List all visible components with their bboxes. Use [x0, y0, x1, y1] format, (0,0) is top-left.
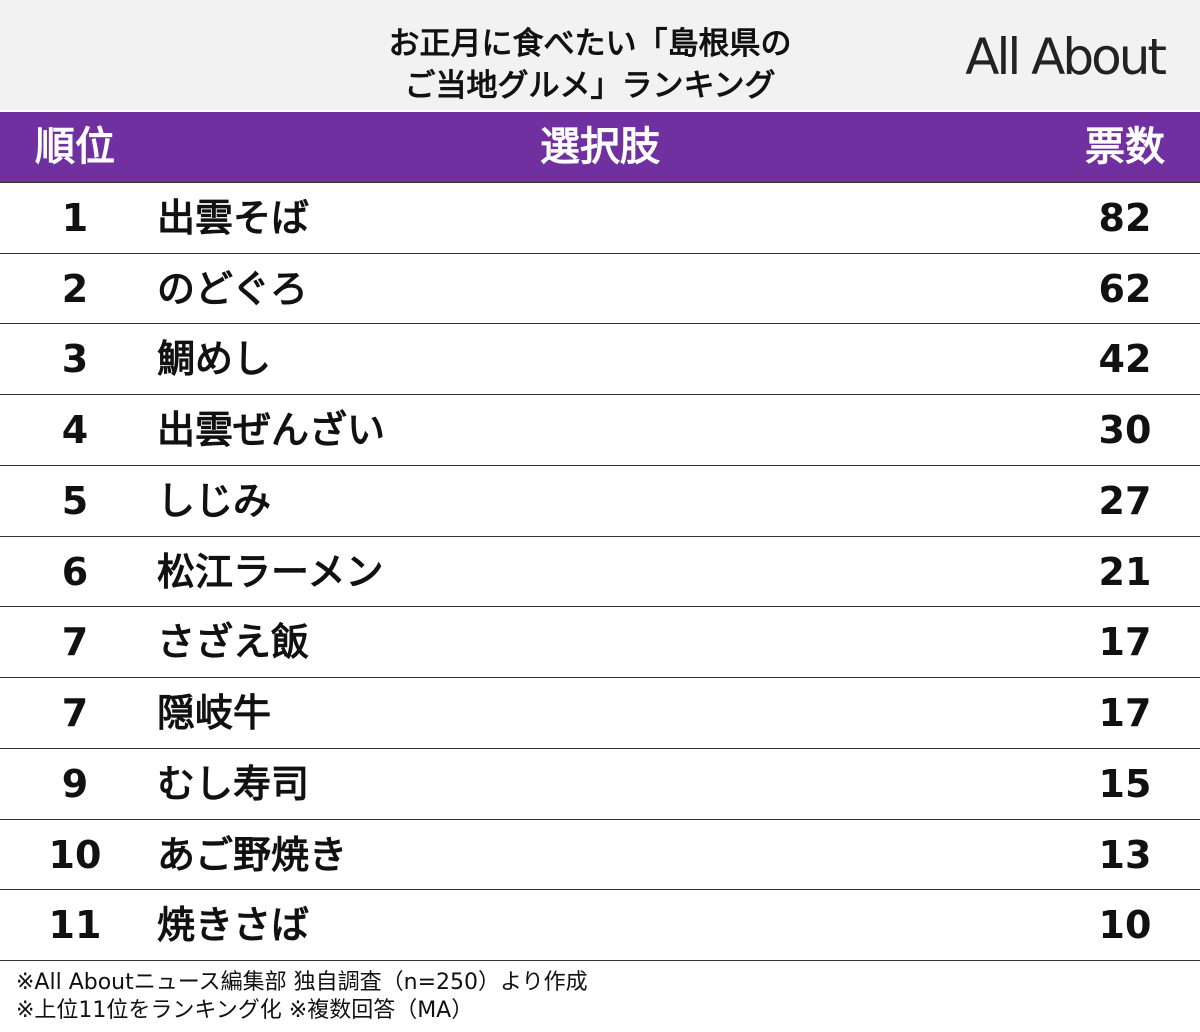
- header: お正月に食べたい「島根県の ご当地グルメ」ランキング All About: [0, 0, 1200, 110]
- table-row: 10 あご野焼き 13: [0, 818, 1200, 891]
- title-line: ご当地グルメ」ランキング: [404, 68, 776, 104]
- table-row: 2 のどぐろ 62: [0, 252, 1200, 325]
- item-name: さざえ飯: [157, 620, 310, 665]
- column-label: 選択肢: [540, 124, 660, 170]
- item-name: 焼きさば: [157, 903, 310, 948]
- table-row: 11 焼きさば 10: [0, 889, 1200, 961]
- rank: 4: [61, 408, 89, 453]
- table-row: 7 隠岐牛 17: [0, 677, 1200, 749]
- table-row: 6 松江ラーメン 21: [0, 535, 1200, 608]
- votes: 13: [1098, 832, 1152, 877]
- footnote: ※All Aboutニュース編集部 独自調査（n=250）より作成: [16, 970, 588, 995]
- table-row: 9 むし寿司 15: [0, 747, 1200, 820]
- rank: 3: [61, 337, 89, 382]
- table-rule: [0, 960, 1200, 961]
- votes: 15: [1098, 761, 1152, 806]
- votes: 42: [1098, 337, 1152, 382]
- column-header: 順位 選択肢 票数: [0, 112, 1200, 182]
- rank: 9: [61, 761, 89, 806]
- column-label: 票数: [1085, 124, 1165, 170]
- item-name: 隠岐牛: [157, 691, 272, 736]
- table-row: 5 しじみ 27: [0, 464, 1200, 537]
- item-name: 出雲そば: [157, 196, 310, 240]
- rank: 7: [61, 691, 89, 736]
- votes: 17: [1098, 620, 1152, 665]
- item-name: 松江ラーメン: [157, 549, 384, 594]
- rank: 2: [61, 266, 89, 311]
- votes: 21: [1098, 549, 1152, 594]
- column-label: 順位: [35, 124, 115, 170]
- item-name: 出雲ぜんざい: [157, 408, 386, 453]
- votes: 17: [1098, 691, 1152, 736]
- title-line: お正月に食べたい「島根県の: [388, 26, 792, 62]
- rank: 1: [61, 196, 89, 240]
- item-name: しじみ: [157, 478, 272, 523]
- logo: All About: [965, 28, 1167, 86]
- item-name: 鯛めし: [157, 337, 272, 382]
- votes: 10: [1098, 903, 1152, 948]
- table-row: 4 出雲ぜんざい 30: [0, 394, 1200, 466]
- table-row: 7 さざえ飯 17: [0, 606, 1200, 678]
- votes: 82: [1098, 196, 1152, 240]
- table-row: 1 出雲そば 82: [0, 182, 1200, 254]
- rank: 10: [48, 832, 102, 877]
- rank: 11: [48, 903, 102, 948]
- table-row: 3 鯛めし 42: [0, 323, 1200, 395]
- votes: 27: [1098, 478, 1152, 523]
- footnote: ※上位11位をランキング化 ※複数回答（MA）: [16, 998, 474, 1023]
- item-name: あご野焼き: [157, 832, 348, 877]
- rank: 7: [61, 620, 89, 665]
- rank: 5: [61, 478, 89, 523]
- item-name: のどぐろ: [157, 266, 308, 311]
- votes: 30: [1098, 408, 1152, 453]
- votes: 62: [1098, 266, 1152, 311]
- rank: 6: [61, 549, 89, 594]
- item-name: むし寿司: [157, 761, 310, 806]
